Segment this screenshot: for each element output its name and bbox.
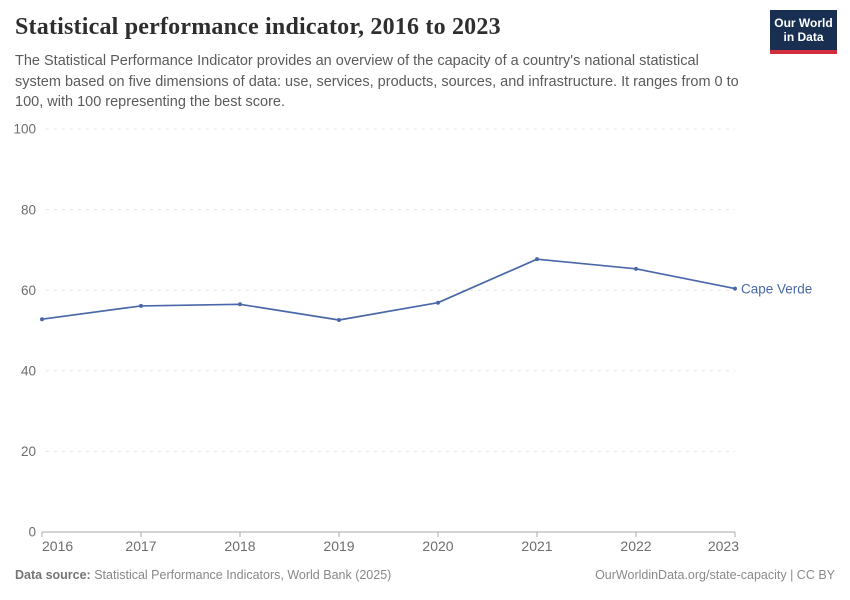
- x-axis-label-2023: 2023: [708, 538, 739, 554]
- y-axis-tick-label-80: 80: [21, 202, 36, 217]
- data-point-2023: [733, 286, 737, 291]
- data-source-label: Data source:: [15, 568, 95, 582]
- series-label-cape-verde[interactable]: Cape Verde: [741, 281, 812, 296]
- x-axis-label-2022: 2022: [620, 538, 651, 554]
- chart-footer: Data source: Statistical Performance Ind…: [15, 568, 835, 582]
- y-axis-tick-label-40: 40: [21, 364, 36, 379]
- data-point-2019: [337, 318, 341, 323]
- owid-logo-line1: Our World: [774, 16, 833, 30]
- series-line-cape-verde[interactable]: [41, 258, 736, 321]
- page-title: Statistical performance indicator, 2016 …: [15, 14, 501, 40]
- data-point-2017: [139, 303, 143, 308]
- data-source-line[interactable]: Data source: Statistical Performance Ind…: [15, 568, 391, 582]
- data-point-2018: [238, 302, 242, 307]
- x-axis-label-2019: 2019: [323, 538, 354, 554]
- data-point-2020: [436, 300, 440, 305]
- y-axis-tick-label-100: 100: [13, 122, 36, 137]
- page-subtitle: The Statistical Performance Indicator pr…: [15, 53, 739, 111]
- data-point-2016: [40, 317, 44, 322]
- owid-logo[interactable]: Our World in Data: [770, 10, 837, 54]
- x-axis-label-2020: 2020: [422, 538, 453, 554]
- data-point-2022: [634, 266, 638, 271]
- data-point-2021: [535, 257, 539, 262]
- x-axis-label-2017: 2017: [125, 538, 156, 554]
- x-axis-label-2016: 2016: [42, 538, 73, 554]
- owid-logo-line2: in Data: [783, 30, 824, 44]
- y-axis-tick-label-60: 60: [21, 283, 36, 298]
- y-axis-tick-label-0: 0: [28, 525, 36, 540]
- x-axis-label-2018: 2018: [224, 538, 255, 554]
- y-axis-tick-label-20: 20: [21, 444, 36, 459]
- credit-link[interactable]: OurWorldinData.org/state-capacity | CC B…: [595, 568, 835, 582]
- data-source-text: Statistical Performance Indicators, Worl…: [94, 568, 392, 582]
- x-axis-label-2021: 2021: [521, 538, 552, 554]
